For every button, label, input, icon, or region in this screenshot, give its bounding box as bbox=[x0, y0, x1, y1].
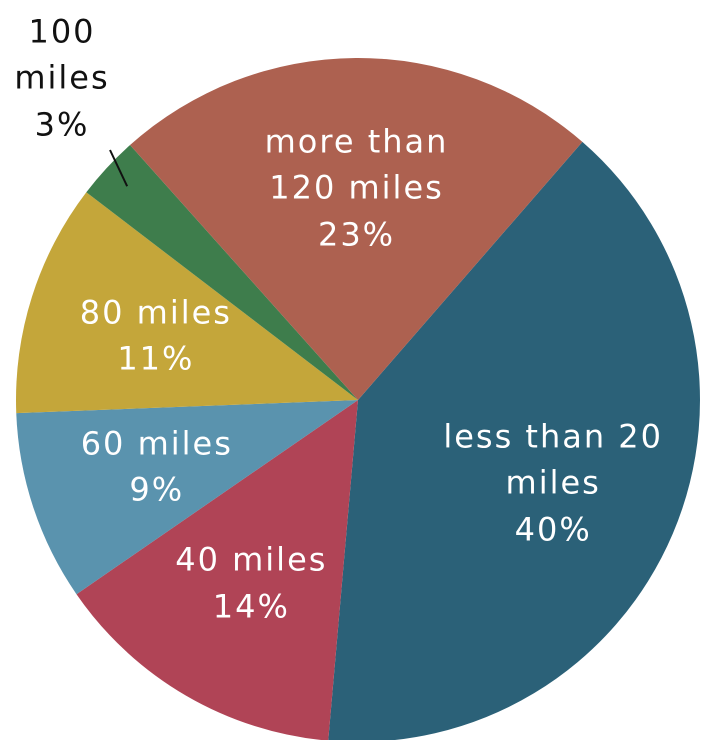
slice-label: 100 miles 3% bbox=[2, 8, 122, 147]
slice-label: less than 20 miles 40% bbox=[433, 413, 673, 552]
slice-category: more than 120 miles bbox=[264, 122, 449, 207]
slice-label: 80 miles 11% bbox=[36, 289, 276, 382]
slice-category: 80 miles bbox=[79, 293, 232, 332]
slice-category: less than 20 miles bbox=[443, 417, 664, 502]
slice-label: 60 miles 9% bbox=[37, 421, 277, 514]
slice-value: 14% bbox=[212, 587, 290, 626]
slice-category: 100 miles bbox=[14, 12, 110, 97]
slice-value: 3% bbox=[34, 105, 90, 144]
slice-value: 40% bbox=[514, 510, 592, 549]
slice-label: 40 miles 14% bbox=[131, 537, 371, 630]
slice-label: more than 120 miles 23% bbox=[237, 118, 477, 257]
pie-slice bbox=[16, 400, 359, 595]
slice-value: 11% bbox=[117, 339, 195, 378]
slice-value: 23% bbox=[317, 215, 396, 254]
pie-slice bbox=[16, 192, 358, 414]
slice-value: 9% bbox=[129, 470, 185, 509]
pie-slice bbox=[76, 400, 358, 740]
leader-line bbox=[109, 149, 129, 187]
pie-slice bbox=[328, 141, 700, 740]
slice-category: 60 miles bbox=[80, 424, 233, 463]
slice-category: 40 miles bbox=[175, 540, 328, 579]
pie-slice bbox=[130, 58, 583, 400]
pie-slice bbox=[86, 145, 359, 400]
